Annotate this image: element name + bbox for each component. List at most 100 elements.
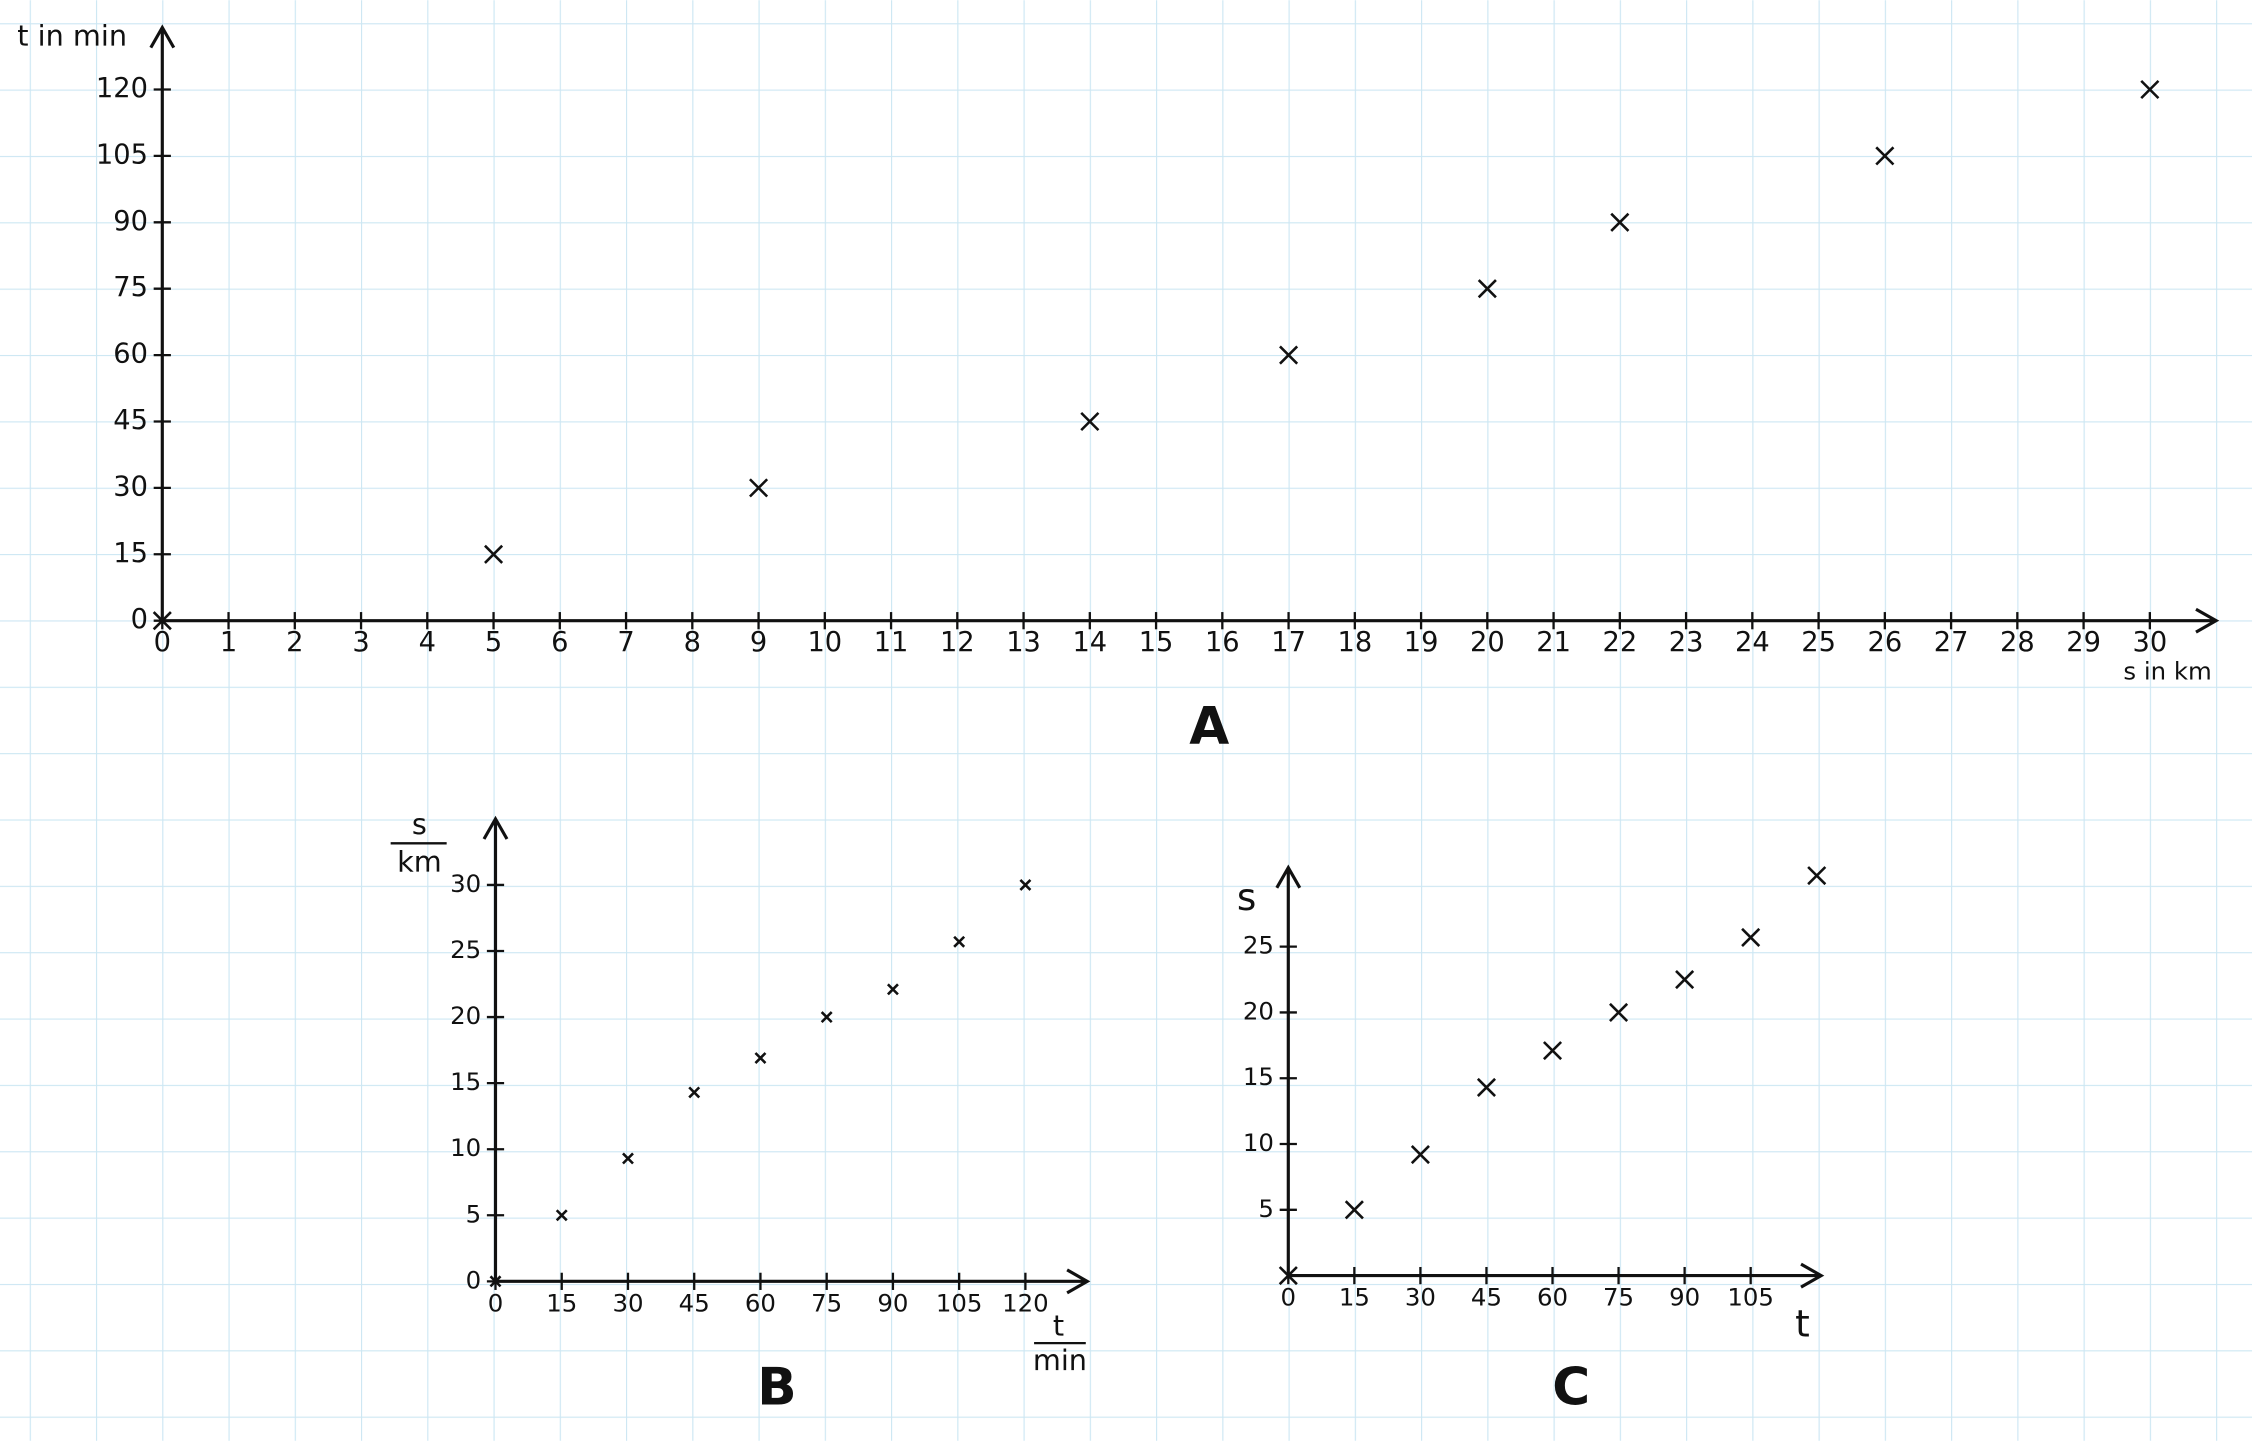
x-tick-label: 0 xyxy=(488,1288,504,1317)
x-tick-label: 13 xyxy=(1006,627,1041,658)
data-point xyxy=(820,1011,833,1024)
data-point xyxy=(1279,345,1299,365)
x-tick-label: 22 xyxy=(1602,627,1637,658)
x-tick-label: 45 xyxy=(1471,1283,1502,1312)
x-tick-label: 3 xyxy=(352,627,369,658)
x-tick-label: 16 xyxy=(1205,627,1240,658)
x-tick-label: 6 xyxy=(551,627,568,658)
y-tick-label: 0 xyxy=(131,604,148,635)
x-tick-label: 1 xyxy=(220,627,237,658)
data-point xyxy=(1609,1002,1629,1022)
y-tick-label: 120 xyxy=(96,73,148,104)
data-point xyxy=(1542,1041,1563,1061)
x-tick-label: 105 xyxy=(1727,1283,1774,1312)
y-tick-label: 90 xyxy=(113,206,148,237)
data-point xyxy=(688,1086,701,1099)
y-axis-unit: km xyxy=(397,844,442,878)
x-axis-label: t xyxy=(1053,1308,1064,1342)
y-tick-label: 15 xyxy=(113,538,148,569)
x-tick-label: 30 xyxy=(2132,627,2167,658)
x-tick-label: 0 xyxy=(1281,1283,1297,1312)
x-tick-label: 25 xyxy=(1801,627,1836,658)
data-point xyxy=(622,1152,634,1165)
data-point xyxy=(2140,79,2160,100)
x-tick-label: 14 xyxy=(1072,627,1107,658)
x-tick-label: 27 xyxy=(1934,627,1969,658)
y-tick-label: 15 xyxy=(450,1067,481,1096)
x-axis-unit: min xyxy=(1033,1343,1087,1377)
chart-title: C xyxy=(1552,1357,1590,1417)
x-tick-label: 105 xyxy=(936,1288,983,1317)
x-tick-label: 60 xyxy=(745,1288,776,1317)
y-tick-label: 60 xyxy=(113,339,148,370)
data-point xyxy=(489,1275,502,1288)
data-point xyxy=(1741,927,1761,947)
data-point xyxy=(1344,1200,1364,1220)
data-point xyxy=(1875,146,1895,166)
y-axis-label: s xyxy=(412,807,427,841)
y-axis xyxy=(149,24,176,621)
y-tick-label: 10 xyxy=(450,1133,481,1162)
x-tick-label: 75 xyxy=(811,1288,842,1317)
y-axis-label: s xyxy=(1237,875,1256,919)
x-tick-label: 5 xyxy=(485,627,502,658)
data-point xyxy=(1610,212,1630,232)
x-tick-label: 90 xyxy=(877,1288,908,1317)
chart-title: A xyxy=(1189,697,1229,757)
x-axis-label: t xyxy=(1795,1301,1810,1345)
x-tick-label: 10 xyxy=(807,627,842,658)
x-tick-label: 17 xyxy=(1271,627,1306,658)
data-point xyxy=(1675,970,1695,990)
data-point xyxy=(1477,279,1497,299)
data-point xyxy=(1278,1266,1298,1286)
y-tick-label: 5 xyxy=(1258,1194,1274,1223)
data-point xyxy=(1080,411,1100,432)
y-axis-label: t in min xyxy=(17,19,127,53)
x-tick-label: 15 xyxy=(546,1288,577,1317)
x-tick-label: 2 xyxy=(286,627,303,658)
x-tick-label: 19 xyxy=(1404,627,1439,658)
x-tick-label: 7 xyxy=(617,627,634,658)
y-tick-label: 30 xyxy=(450,869,481,898)
x-tick-label: 8 xyxy=(684,627,701,658)
x-tick-label: 21 xyxy=(1536,627,1571,658)
data-point xyxy=(484,544,504,564)
y-tick-label: 105 xyxy=(96,139,148,170)
data-point xyxy=(953,935,966,948)
x-tick-label: 30 xyxy=(612,1288,643,1317)
y-tick-label: 30 xyxy=(113,471,148,502)
y-axis xyxy=(1275,864,1302,1276)
y-tick-label: 15 xyxy=(1243,1062,1274,1091)
data-point xyxy=(1019,879,1032,891)
x-tick-label: 4 xyxy=(419,627,436,658)
x-axis xyxy=(1288,1262,1825,1289)
y-tick-label: 5 xyxy=(466,1199,482,1228)
y-tick-label: 20 xyxy=(450,1001,481,1030)
data-point xyxy=(754,1052,767,1064)
x-tick-label: 11 xyxy=(874,627,909,658)
y-tick-label: 20 xyxy=(1243,996,1274,1025)
y-tick-label: 25 xyxy=(1243,931,1274,960)
x-tick-label: 26 xyxy=(1867,627,1902,658)
x-axis-label: s in km xyxy=(2123,656,2211,685)
x-tick-label: 15 xyxy=(1339,1283,1370,1312)
data-point xyxy=(749,478,769,498)
x-tick-label: 75 xyxy=(1603,1283,1634,1312)
x-tick-label: 20 xyxy=(1470,627,1505,658)
y-tick-label: 25 xyxy=(450,935,481,964)
y-tick-label: 0 xyxy=(466,1265,482,1294)
chart-title: B xyxy=(757,1357,796,1417)
y-axis xyxy=(482,815,509,1282)
y-tick-label: 75 xyxy=(113,272,148,303)
x-tick-label: 24 xyxy=(1735,627,1770,658)
data-point xyxy=(152,611,172,631)
x-tick-label: 90 xyxy=(1669,1283,1700,1312)
x-tick-label: 30 xyxy=(1405,1283,1436,1312)
y-tick-label: 45 xyxy=(113,405,148,436)
x-tick-label: 28 xyxy=(2000,627,2035,658)
x-tick-label: 9 xyxy=(750,627,767,658)
data-point xyxy=(555,1209,568,1222)
x-tick-label: 0 xyxy=(154,627,171,658)
x-axis xyxy=(162,607,2220,634)
